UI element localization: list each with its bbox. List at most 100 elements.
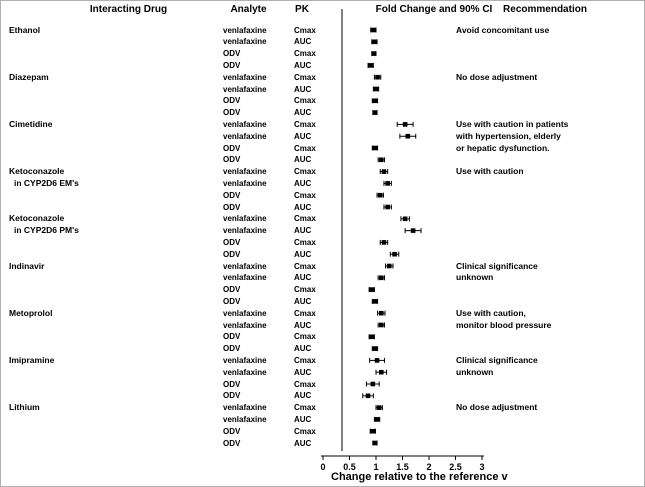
drug-label: Cimetidine	[9, 118, 53, 129]
analyte-cell: ODV	[223, 296, 241, 306]
analyte-cell: venlafaxine	[223, 84, 267, 94]
analyte-cell: ODV	[223, 60, 241, 70]
pk-cell: Cmax	[294, 96, 316, 106]
analyte-cell: venlafaxine	[223, 261, 267, 271]
pk-cell: AUC	[294, 273, 312, 283]
pk-cell: Cmax	[294, 261, 316, 271]
pk-cell: AUC	[294, 391, 312, 401]
analyte-cell: ODV	[223, 379, 241, 389]
recommendation-text: Use with caution	[456, 166, 524, 177]
analyte-cell: ODV	[223, 108, 241, 118]
drug-label: Indinavir	[9, 260, 45, 271]
analyte-cell: venlafaxine	[223, 37, 267, 47]
drug-label: Ethanol	[9, 24, 41, 35]
pk-cell: Cmax	[294, 285, 316, 295]
x-axis-tick-label: 2	[426, 462, 432, 472]
column-header-interacting-drug: Interacting Drug	[89, 4, 168, 15]
pk-cell: AUC	[294, 155, 312, 165]
pk-cell: Cmax	[294, 72, 316, 82]
x-axis-tick-label: 0	[320, 462, 326, 472]
analyte-cell: ODV	[223, 344, 241, 354]
x-axis-tick-label: 2.5	[449, 462, 462, 472]
column-header-analyte: Analyte	[230, 4, 267, 15]
recommendation-text: unknown	[456, 272, 494, 283]
recommendation-text: Use with caution,	[456, 307, 526, 318]
analyte-cell: ODV	[223, 237, 241, 247]
pk-cell: AUC	[294, 320, 312, 330]
analyte-cell: ODV	[223, 49, 241, 59]
analyte-cell: venlafaxine	[223, 308, 267, 318]
pk-cell: Cmax	[294, 308, 316, 318]
pk-cell: AUC	[294, 37, 312, 47]
analyte-cell: ODV	[223, 96, 241, 106]
pk-cell: Cmax	[294, 214, 316, 224]
analyte-cell: venlafaxine	[223, 355, 267, 365]
pk-cell: Cmax	[294, 25, 316, 35]
analyte-cell: venlafaxine	[223, 167, 267, 177]
pk-cell: AUC	[294, 108, 312, 118]
analyte-cell: venlafaxine	[223, 367, 267, 377]
drug-label: Ketoconazole	[9, 213, 65, 224]
recommendation-text: unknown	[456, 366, 494, 377]
pk-cell: AUC	[294, 226, 312, 236]
pk-cell: Cmax	[294, 167, 316, 177]
pk-cell: AUC	[294, 296, 312, 306]
x-axis-tick-label: 1.5	[396, 462, 409, 472]
pk-cell: AUC	[294, 131, 312, 141]
analyte-cell: venlafaxine	[223, 119, 267, 129]
analyte-cell: ODV	[223, 249, 241, 259]
analyte-cell: venlafaxine	[223, 273, 267, 283]
column-header-fold-change: Fold Change and 90% CI	[375, 4, 493, 15]
drug-label: Metoprolol	[9, 307, 53, 318]
drug-label: Diazepam	[9, 71, 49, 82]
analyte-cell: ODV	[223, 391, 241, 401]
pk-cell: AUC	[294, 84, 312, 94]
pk-cell: AUC	[294, 249, 312, 259]
pk-cell: Cmax	[294, 190, 316, 200]
analyte-cell: ODV	[223, 438, 241, 448]
x-axis-label: Change relative to the reference v	[331, 471, 508, 483]
column-header-recommendation: Recommendation	[503, 4, 587, 15]
pk-cell: Cmax	[294, 355, 316, 365]
drug-label: Ketoconazole	[9, 166, 65, 177]
analyte-cell: ODV	[223, 190, 241, 200]
analyte-cell: venlafaxine	[223, 178, 267, 188]
analyte-cell: venlafaxine	[223, 214, 267, 224]
recommendation-text: with hypertension, elderly	[456, 130, 561, 141]
pk-cell: Cmax	[294, 119, 316, 129]
recommendation-text: or hepatic dysfunction.	[456, 142, 550, 153]
analyte-cell: ODV	[223, 285, 241, 295]
recommendation-text: monitor blood pressure	[456, 319, 552, 330]
analyte-cell: venlafaxine	[223, 72, 267, 82]
drug-label: Lithium	[9, 402, 40, 413]
recommendation-text: No dose adjustment	[456, 71, 538, 82]
pk-cell: Cmax	[294, 237, 316, 247]
recommendation-text: Clinical significance	[456, 260, 538, 271]
analyte-cell: venlafaxine	[223, 131, 267, 141]
drug-label: Imipramine	[9, 354, 55, 365]
analyte-cell: ODV	[223, 426, 241, 436]
analyte-cell: ODV	[223, 332, 241, 342]
analyte-cell: ODV	[223, 143, 241, 153]
analyte-cell: venlafaxine	[223, 320, 267, 330]
recommendation-text: No dose adjustment	[456, 402, 538, 413]
pk-cell: AUC	[294, 202, 312, 212]
pk-cell: Cmax	[294, 332, 316, 342]
x-axis-tick-label: 0.5	[343, 462, 356, 472]
pk-cell: Cmax	[294, 426, 316, 436]
recommendation-text: Use with caution in patients	[456, 118, 569, 129]
pk-cell: AUC	[294, 414, 312, 424]
analyte-cell: venlafaxine	[223, 25, 267, 35]
recommendation-text: Avoid concomitant use	[456, 24, 550, 35]
analyte-cell: ODV	[223, 202, 241, 212]
pk-cell: AUC	[294, 438, 312, 448]
pk-cell: AUC	[294, 367, 312, 377]
column-header-pk: PK	[295, 4, 309, 15]
x-axis-tick-label: 3	[479, 462, 485, 472]
pk-cell: Cmax	[294, 49, 316, 59]
pk-cell: Cmax	[294, 143, 316, 153]
pk-cell: AUC	[294, 60, 312, 70]
drug-label-line2: in CYP2D6 PM's	[14, 225, 79, 236]
